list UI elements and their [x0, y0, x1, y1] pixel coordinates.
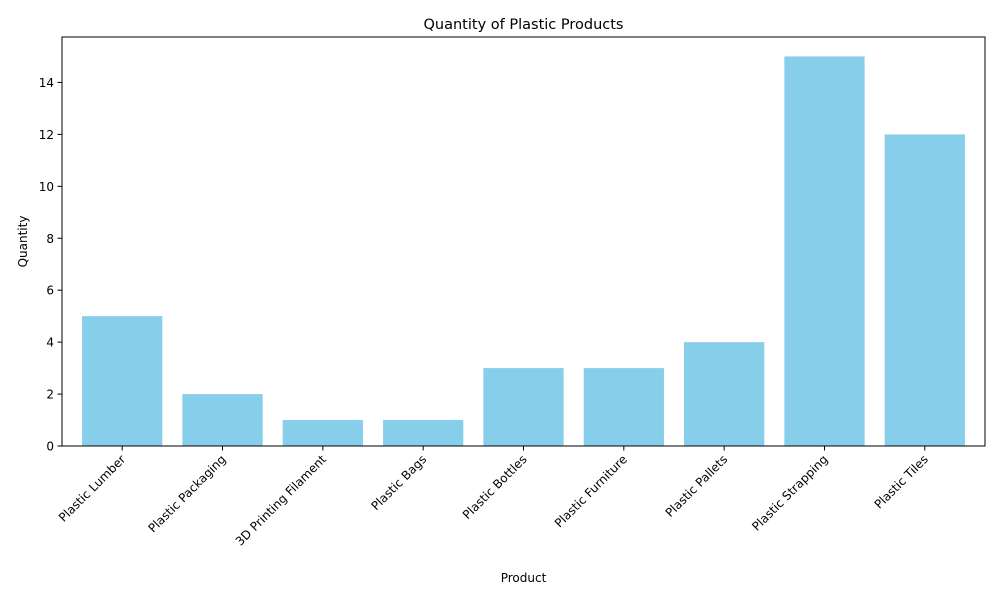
bar-plastic-lumber: [82, 316, 163, 446]
bar-plastic-bags: [383, 420, 464, 446]
x-tick-label: Plastic Pallets: [663, 452, 731, 520]
y-tick-label: 2: [46, 388, 54, 402]
y-tick-label: 0: [46, 440, 54, 454]
y-tick-label: 14: [39, 76, 54, 90]
bar-plastic-tiles: [884, 134, 965, 446]
x-axis-ticks: Plastic Lumber Plastic Packaging 3D Printi…: [56, 446, 931, 548]
y-tick-label: 6: [46, 284, 54, 298]
bars: [82, 56, 965, 446]
x-tick-label: Plastic Bags: [368, 452, 429, 513]
chart-title: Quantity of Plastic Products: [424, 17, 624, 33]
x-tick-label: Plastic Bottles: [460, 452, 530, 522]
x-tick-label: 3D Printing Filament: [233, 452, 329, 548]
x-tick-label: Plastic Packaging: [146, 452, 229, 535]
bar-plastic-packaging: [182, 394, 263, 446]
y-axis-label: Quantity: [16, 216, 30, 268]
x-tick-label: Plastic Furniture: [552, 452, 630, 530]
bar-plastic-bottles: [483, 368, 564, 446]
x-tick-label: Plastic Tiles: [872, 452, 931, 511]
y-tick-label: 10: [39, 180, 54, 194]
x-tick-label: Plastic Strapping: [749, 452, 830, 533]
bar-plastic-strapping: [784, 56, 865, 446]
y-tick-label: 4: [46, 336, 54, 350]
bar-plastic-furniture: [583, 368, 664, 446]
plot-frame: [61, 36, 986, 447]
y-axis-ticks: 0 2 4 6 8 10 12 14: [39, 76, 62, 454]
x-axis-label: Product: [501, 571, 547, 585]
bar-plastic-pallets: [684, 342, 765, 446]
y-tick-label: 12: [39, 128, 54, 142]
bar-3d-printing-filament: [282, 420, 363, 446]
y-tick-label: 8: [46, 232, 54, 246]
x-tick-label: Plastic Lumber: [56, 452, 128, 524]
